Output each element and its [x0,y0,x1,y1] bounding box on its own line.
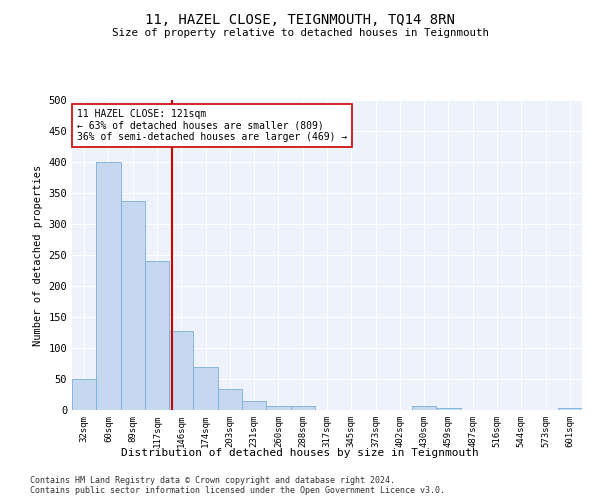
Bar [145,261,169,410]
Text: Contains public sector information licensed under the Open Government Licence v3: Contains public sector information licen… [30,486,445,495]
Bar [121,201,145,410]
Bar [266,406,290,410]
Bar [193,366,218,410]
Bar [290,406,315,410]
Bar [436,408,461,410]
Text: Size of property relative to detached houses in Teignmouth: Size of property relative to detached ho… [112,28,488,38]
Bar [218,389,242,410]
Bar [96,162,121,410]
Text: Distribution of detached houses by size in Teignmouth: Distribution of detached houses by size … [121,448,479,458]
Bar [169,330,193,410]
Text: 11, HAZEL CLOSE, TEIGNMOUTH, TQ14 8RN: 11, HAZEL CLOSE, TEIGNMOUTH, TQ14 8RN [145,12,455,26]
Text: Contains HM Land Registry data © Crown copyright and database right 2024.: Contains HM Land Registry data © Crown c… [30,476,395,485]
Bar [558,408,582,410]
Text: 11 HAZEL CLOSE: 121sqm
← 63% of detached houses are smaller (809)
36% of semi-de: 11 HAZEL CLOSE: 121sqm ← 63% of detached… [77,110,347,142]
Bar [242,400,266,410]
Y-axis label: Number of detached properties: Number of detached properties [33,164,43,346]
Bar [412,406,436,410]
Bar [72,379,96,410]
